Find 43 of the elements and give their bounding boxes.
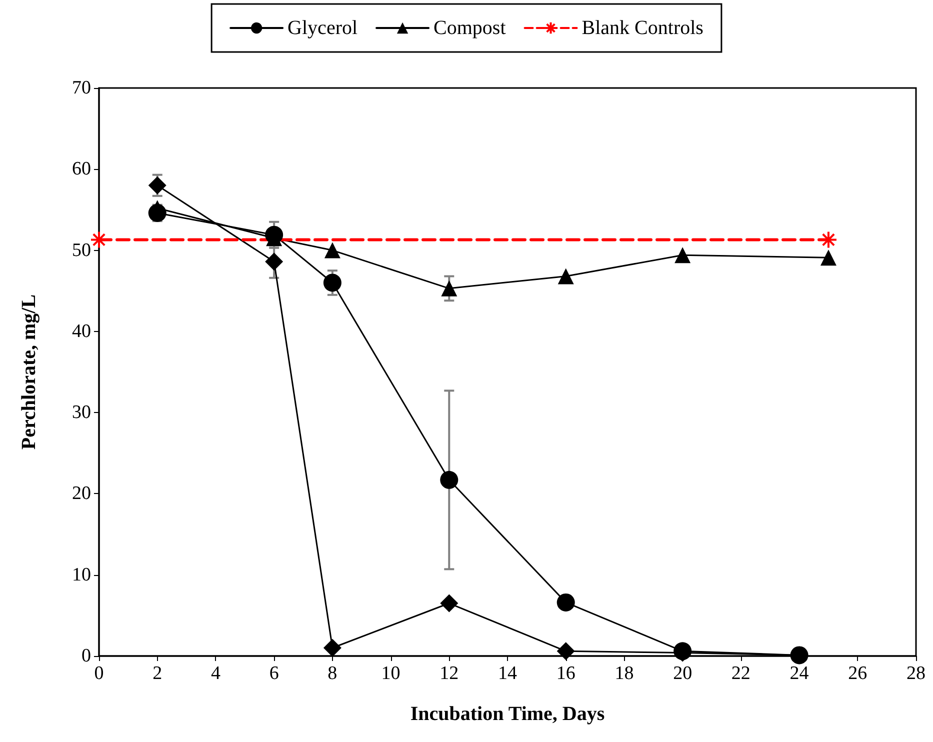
x-tick-label: 8	[328, 663, 338, 684]
y-tick-label: 40	[72, 320, 91, 342]
x-tick-label: 4	[210, 663, 221, 684]
y-axis-title: Perchlorate, mg/L	[18, 294, 40, 450]
point	[674, 247, 691, 264]
point	[323, 638, 342, 657]
x-tick-label: 26	[848, 663, 868, 684]
x-tick-label: 2	[152, 663, 162, 684]
point	[265, 252, 284, 271]
legend-label: Compost	[434, 17, 506, 39]
y-tick-label: 70	[72, 78, 91, 98]
x-tick-label: 18	[614, 663, 634, 684]
point	[324, 242, 340, 258]
legend-label: Glycerol	[288, 17, 358, 39]
x-tick-label: 24	[790, 663, 810, 684]
y-tick-label: 50	[72, 240, 91, 261]
x-tick-label: 28	[906, 663, 926, 684]
point	[674, 642, 692, 660]
y-tick-label: 30	[72, 402, 91, 424]
y-tick-label: 60	[72, 158, 91, 180]
x-axis-title: Incubation Time, Days	[410, 703, 605, 725]
y-tick-label: 0	[82, 646, 91, 666]
point	[440, 470, 458, 489]
x-tick-label: 22	[731, 663, 750, 684]
x-tick-label: 14	[498, 663, 518, 684]
x-tick-label: 6	[269, 663, 279, 684]
point	[440, 594, 458, 612]
y-tick-label: 20	[72, 483, 91, 504]
point	[556, 593, 575, 612]
x-tick-label: 20	[673, 663, 692, 684]
point	[820, 250, 836, 266]
x-tick-label: 12	[440, 663, 459, 684]
x-tick-label: 0	[94, 663, 104, 684]
point	[556, 642, 575, 660]
x-tick-label: 16	[556, 663, 576, 684]
y-tick-label: 10	[72, 564, 91, 586]
point	[441, 280, 458, 296]
point	[148, 176, 166, 194]
point	[790, 646, 808, 664]
point	[558, 268, 574, 284]
legend-label: Blank Controls	[582, 17, 704, 39]
point	[323, 274, 342, 292]
x-tick-label: 10	[381, 663, 400, 684]
